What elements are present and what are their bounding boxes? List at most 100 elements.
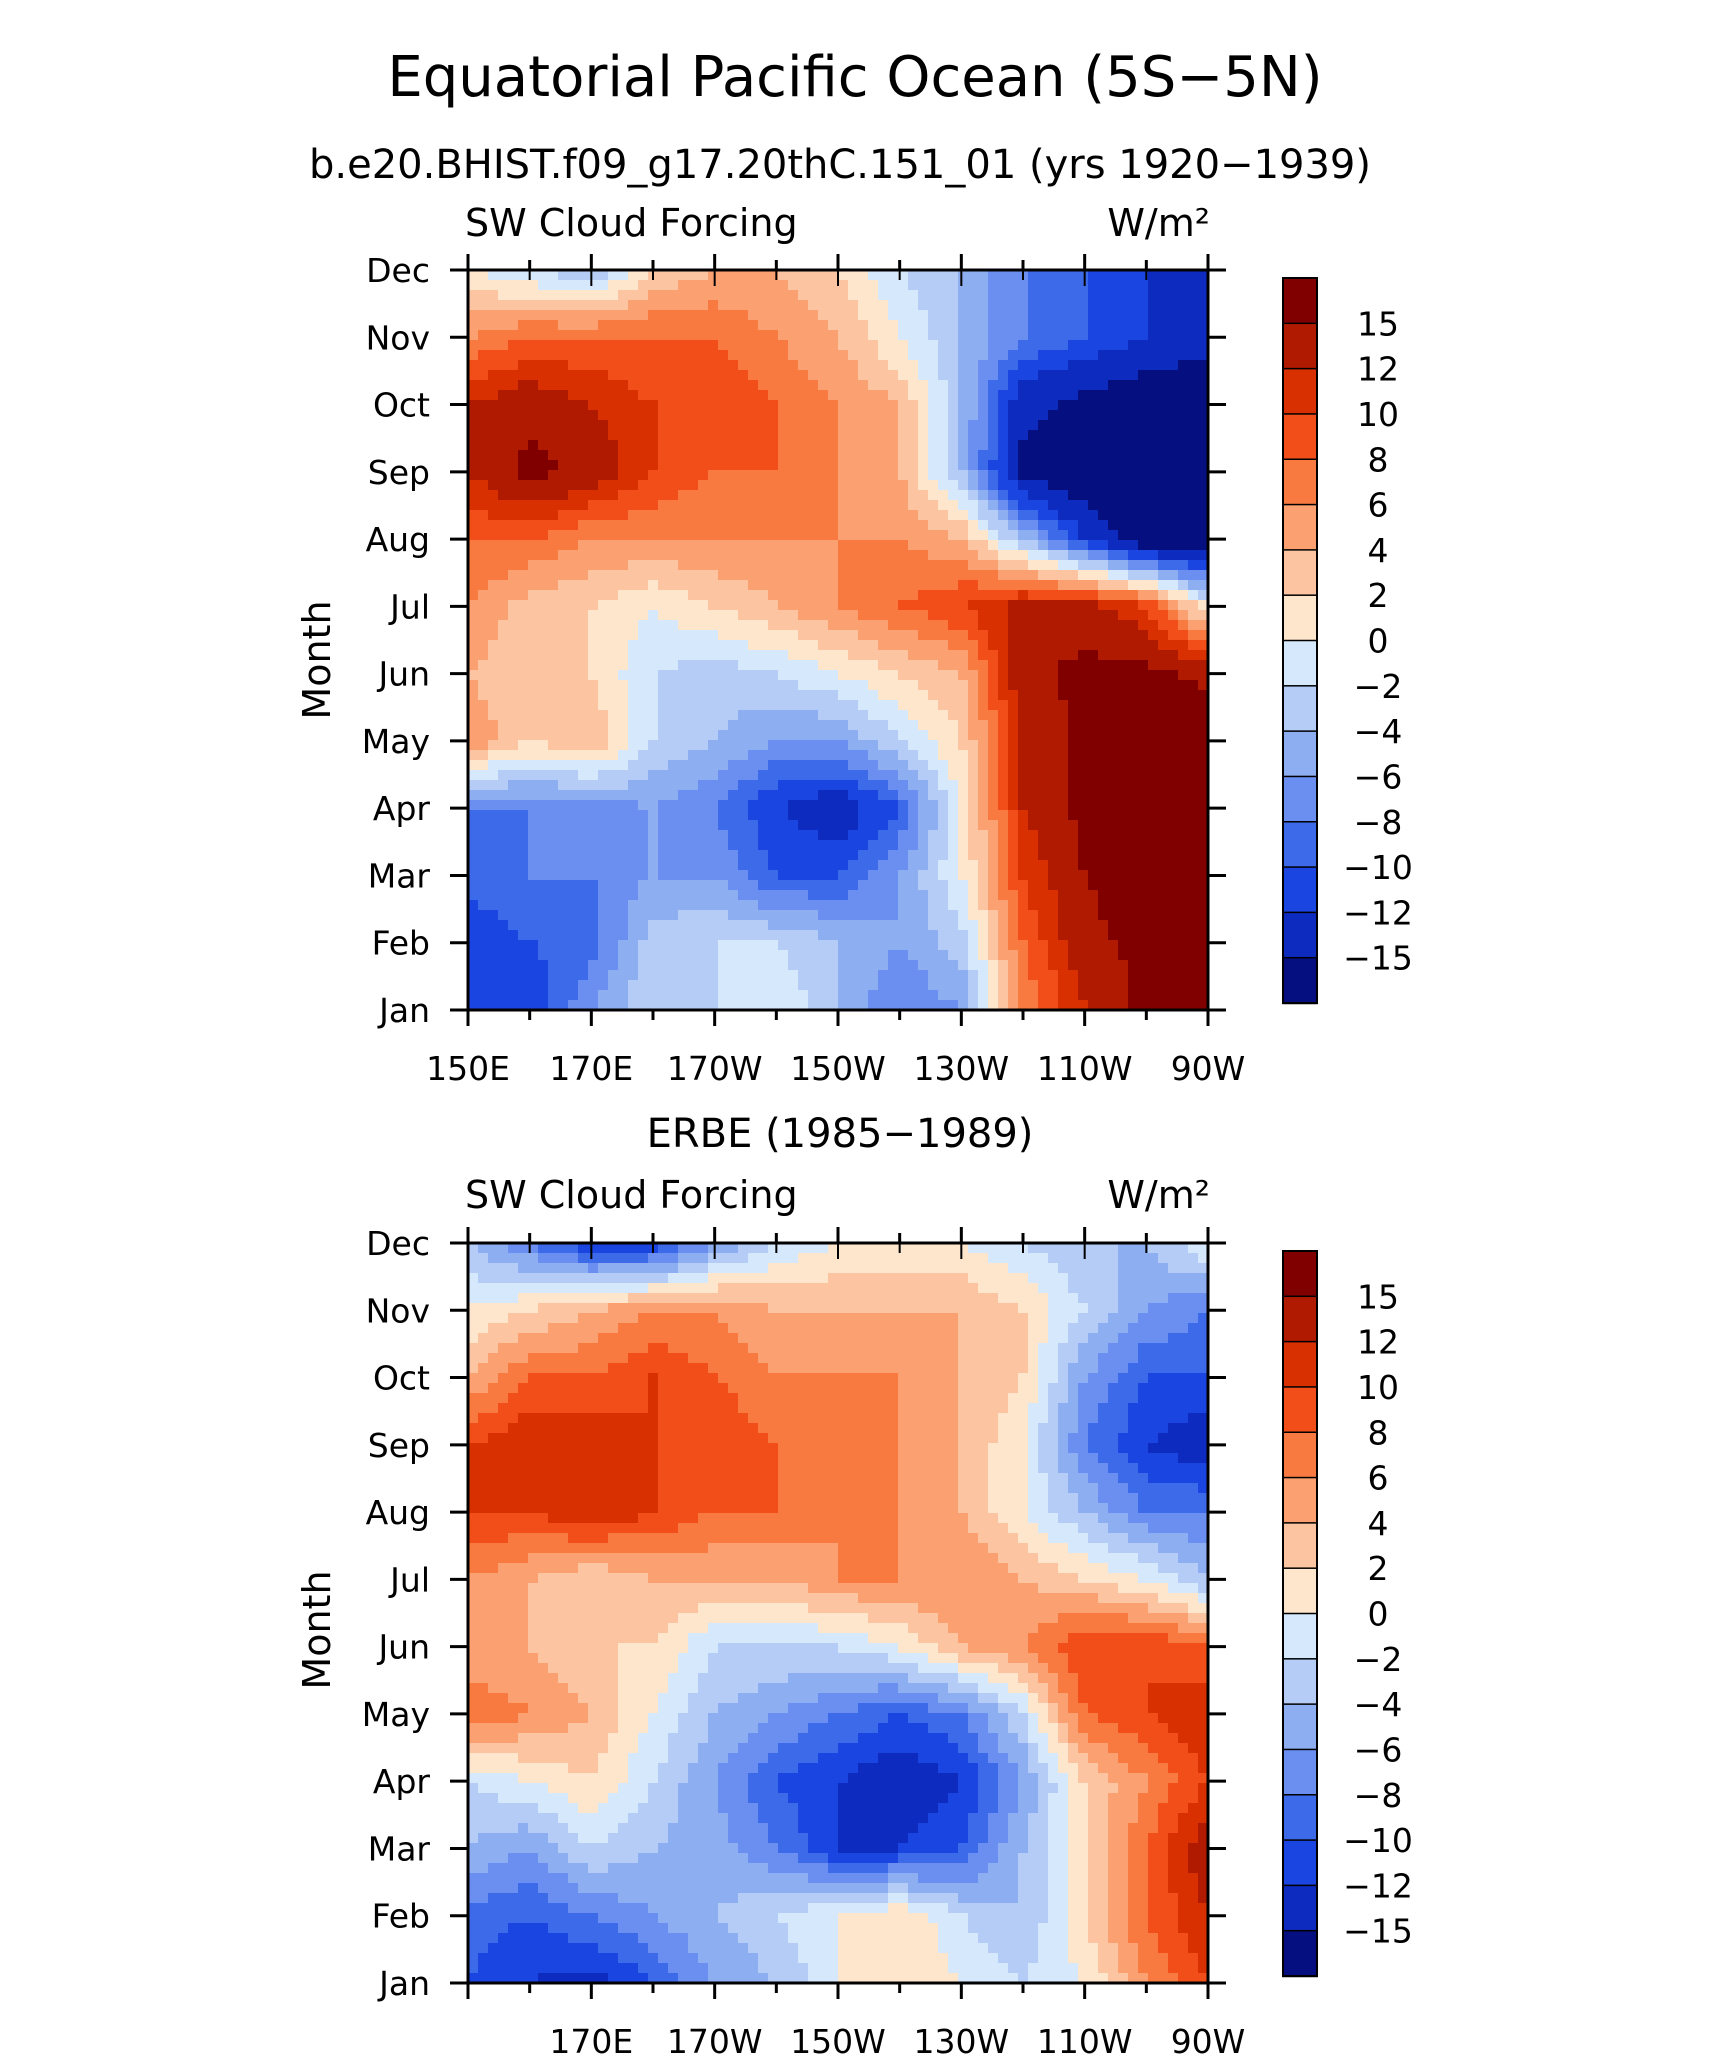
field-cell xyxy=(898,360,909,371)
field-cell xyxy=(718,450,729,461)
field-cell xyxy=(858,850,869,861)
field-cell xyxy=(718,520,729,531)
field-cell xyxy=(1018,280,1029,291)
field-cell xyxy=(908,920,919,931)
field-cell xyxy=(838,450,849,461)
field-cell xyxy=(1008,420,1019,431)
field-cell xyxy=(988,670,999,681)
field-cell xyxy=(1188,530,1199,541)
field-cell xyxy=(768,570,779,581)
field-cell xyxy=(868,350,879,361)
field-cell xyxy=(588,730,599,741)
field-cell xyxy=(958,310,969,321)
field-cell xyxy=(1058,630,1069,641)
field-cell xyxy=(588,470,599,481)
field-cell xyxy=(1028,930,1039,941)
field-cell xyxy=(748,470,759,481)
field-cell xyxy=(678,510,689,521)
field-cell xyxy=(728,840,739,851)
field-cell xyxy=(738,480,749,491)
field-cell xyxy=(498,740,509,751)
field-cell xyxy=(548,570,559,581)
field-cell xyxy=(508,380,519,391)
field-cell xyxy=(568,380,579,391)
field-cell xyxy=(1048,390,1059,401)
field-cell xyxy=(898,520,909,531)
field-cell xyxy=(488,340,499,351)
field-cell xyxy=(798,640,809,651)
field-cell xyxy=(1058,620,1069,631)
field-cell xyxy=(1068,290,1079,301)
field-cell xyxy=(608,860,619,871)
field-cell xyxy=(828,640,839,651)
field-cell xyxy=(698,520,709,531)
field-cell xyxy=(1188,700,1199,711)
field-cell xyxy=(978,400,989,411)
field-cell xyxy=(498,520,509,531)
field-cell xyxy=(808,350,819,361)
field-cell xyxy=(498,840,509,851)
field-cell xyxy=(1038,630,1049,641)
field-cell xyxy=(698,300,709,311)
field-cell xyxy=(818,490,829,501)
field-cell xyxy=(1168,660,1179,671)
field-cell xyxy=(1068,790,1079,801)
field-cell xyxy=(488,720,499,731)
field-cell xyxy=(928,520,939,531)
field-cell xyxy=(478,630,489,641)
field-cell xyxy=(1058,300,1069,311)
field-cell xyxy=(668,290,679,301)
field-cell xyxy=(988,580,999,591)
field-cell xyxy=(708,760,719,771)
field-cell xyxy=(528,570,539,581)
field-cell xyxy=(1018,580,1029,591)
field-cell xyxy=(978,410,989,421)
field-cell xyxy=(568,700,579,711)
field-cell xyxy=(698,530,709,541)
field-cell xyxy=(648,650,659,661)
field-cell xyxy=(698,420,709,431)
field-cell xyxy=(1098,630,1109,641)
field-cell xyxy=(1198,340,1209,351)
field-cell xyxy=(1158,290,1169,301)
field-cell xyxy=(938,710,949,721)
field-cell xyxy=(978,670,989,681)
field-cell xyxy=(1078,380,1089,391)
field-cell xyxy=(728,330,739,341)
field-cell xyxy=(848,560,859,571)
field-cell xyxy=(1138,620,1149,631)
field-cell xyxy=(718,840,729,851)
field-cell xyxy=(928,910,939,921)
field-cell xyxy=(498,880,509,891)
field-cell xyxy=(848,440,859,451)
field-cell xyxy=(768,460,779,471)
field-cell xyxy=(828,900,839,911)
field-cell xyxy=(1198,320,1209,331)
field-cell xyxy=(868,510,879,521)
field-cell xyxy=(1038,450,1049,461)
field-cell xyxy=(928,310,939,321)
field-cell xyxy=(1138,440,1149,451)
field-cell xyxy=(1158,510,1169,521)
field-cell xyxy=(1028,760,1039,771)
field-cell xyxy=(1068,700,1079,711)
field-cell xyxy=(678,570,689,581)
field-cell xyxy=(468,690,479,701)
field-cell xyxy=(828,680,839,691)
field-cell xyxy=(788,520,799,531)
field-cell xyxy=(598,780,609,791)
field-cell xyxy=(1008,910,1019,921)
field-cell xyxy=(528,650,539,661)
field-cell xyxy=(618,320,629,331)
field-cell xyxy=(1108,610,1119,621)
field-cell xyxy=(808,440,819,451)
field-cell xyxy=(1188,320,1199,331)
field-cell xyxy=(868,750,879,761)
field-cell xyxy=(478,290,489,301)
field-cell xyxy=(798,890,809,901)
field-cell xyxy=(1178,720,1189,731)
field-cell xyxy=(618,780,629,791)
field-cell xyxy=(978,920,989,931)
field-cell xyxy=(1178,490,1189,501)
field-cell xyxy=(848,540,859,551)
